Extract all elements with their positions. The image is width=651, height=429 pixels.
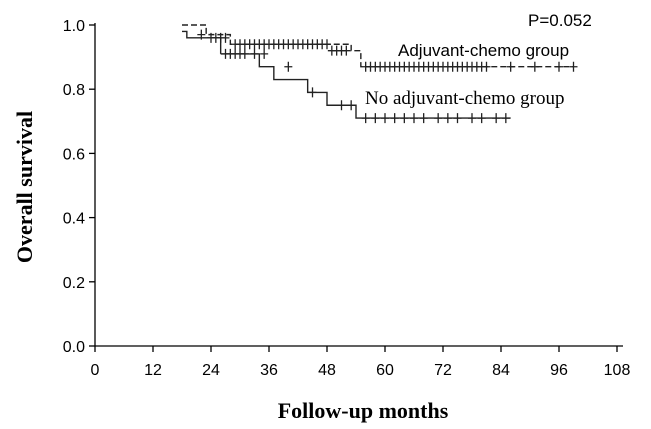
- no-adjuvant-chemo-group-censor-mark: [390, 113, 399, 124]
- adjuvant-chemo-label: Adjuvant-chemo group: [398, 41, 569, 60]
- x-tick-label: 108: [604, 362, 631, 379]
- x-tick-label: 60: [376, 362, 394, 379]
- x-tick-label: 96: [550, 362, 568, 379]
- no-adjuvant-chemo-group-censor-mark: [308, 87, 317, 98]
- no-adjuvant-chemo-group-censor-mark: [443, 113, 452, 124]
- y-tick-label: 0.2: [63, 275, 85, 292]
- no-adjuvant-chemo-group-censor-mark: [284, 61, 293, 72]
- y-tick-label: 0.6: [63, 146, 85, 163]
- x-axis-title: Follow-up months: [278, 398, 449, 423]
- no-adjuvant-chemo-group-censor-mark: [361, 113, 370, 124]
- no-adjuvant-chemo-group-censor-mark: [260, 48, 269, 59]
- p-value-annotation: P=0.052: [528, 11, 592, 30]
- adjuvant-chemo-group-censor-mark: [555, 61, 563, 72]
- no-adjuvant-chemo-group-censor-mark: [381, 113, 389, 124]
- no-adjuvant-chemo-group-curve: [182, 30, 222, 54]
- y-tick-label: 0.0: [63, 339, 85, 356]
- no-adjuvant-chemo-group-censor-mark: [434, 113, 443, 124]
- y-tick-label: 0.4: [63, 211, 85, 228]
- no-adjuvant-chemo-group-censor-mark: [400, 113, 409, 124]
- x-tick-label: 72: [434, 362, 452, 379]
- x-tick-label: 48: [318, 362, 336, 379]
- no-adjuvant-chemo-group-censor-mark: [337, 100, 346, 111]
- no-adjuvant-chemo-group-curve-drops: [220, 53, 511, 119]
- no-adjuvant-chemo-group-censor-mark: [492, 113, 501, 124]
- adjuvant-chemo-group-censor-mark: [506, 61, 515, 72]
- adjuvant-chemo-group-censor-mark: [323, 39, 331, 50]
- no-adjuvant-chemo-group-censor-mark: [347, 100, 356, 111]
- no-adjuvant-chemo-group-censor-mark: [468, 113, 476, 124]
- x-tick-label: 24: [202, 362, 220, 379]
- x-tick-label: 36: [260, 362, 278, 379]
- adjuvant-chemo-group-censor-mark: [530, 61, 539, 72]
- y-axis-title: Overall survival: [12, 111, 37, 263]
- no-adjuvant-chemo-group-censor-mark: [501, 113, 510, 124]
- adjuvant-chemo-group-censor-mark: [569, 61, 578, 72]
- adjuvant-chemo-group-censor-mark: [221, 32, 230, 43]
- y-tick-label: 1.0: [63, 18, 85, 35]
- no-adjuvant-chemo-group-censor-mark: [250, 48, 259, 59]
- no-adjuvant-chemo-group-censor-mark: [410, 113, 418, 124]
- adjuvant-chemo-group-censor-mark: [482, 61, 491, 72]
- no-adjuvant-chemo-group-censor-mark: [453, 113, 462, 124]
- x-tick-label: 12: [144, 362, 162, 379]
- y-tick-label: 0.8: [63, 82, 85, 99]
- no-adjuvant-chemo-group-censor-mark: [240, 48, 249, 59]
- no-adjuvant-chemo-label: No adjuvant-chemo group: [365, 88, 564, 109]
- no-adjuvant-chemo-group-censor-mark: [477, 113, 486, 124]
- no-adjuvant-chemo-group-censor-mark: [371, 113, 380, 124]
- x-tick-label: 0: [91, 362, 100, 379]
- adjuvant-chemo-group-censor-mark: [342, 45, 351, 56]
- no-adjuvant-chemo-group-censor-mark: [419, 113, 428, 124]
- x-tick-label: 84: [492, 362, 510, 379]
